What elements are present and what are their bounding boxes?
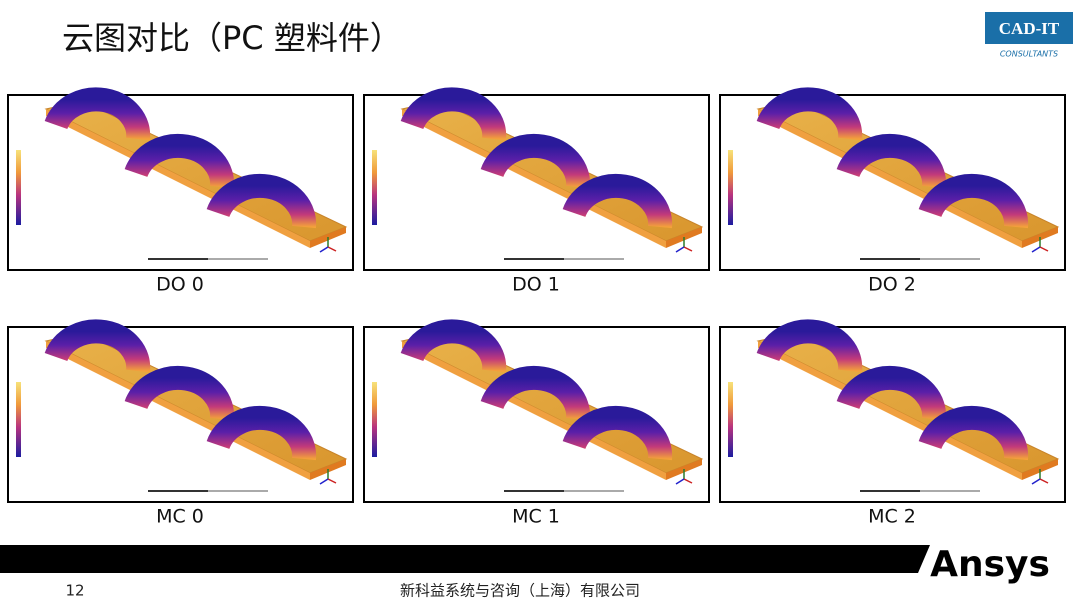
panel-label: MC 1 [512, 506, 560, 528]
panel-label: MC 0 [156, 506, 204, 528]
panel-label: DO 2 [868, 274, 916, 296]
footer-band [0, 545, 930, 573]
panel-label: DO 0 [156, 274, 204, 296]
slide-title: 云图对比（PC 塑料件） [62, 19, 402, 57]
panel-label: DO 1 [512, 274, 560, 296]
brand: Ansys [930, 544, 1050, 585]
panel-label: MC 2 [868, 506, 916, 528]
logo-box [985, 12, 1073, 44]
company-name: 新科益系统与咨询（上海）有限公司 [400, 582, 640, 600]
logo-name: CAD-IT [999, 19, 1060, 38]
panel-grid: DO 0 DO 1 DO 2 MC 0 MC 1 MC 2 [8, 95, 1065, 528]
page-number: 12 [65, 582, 84, 600]
logo-tagline: CONSULTANTS [1000, 50, 1058, 59]
